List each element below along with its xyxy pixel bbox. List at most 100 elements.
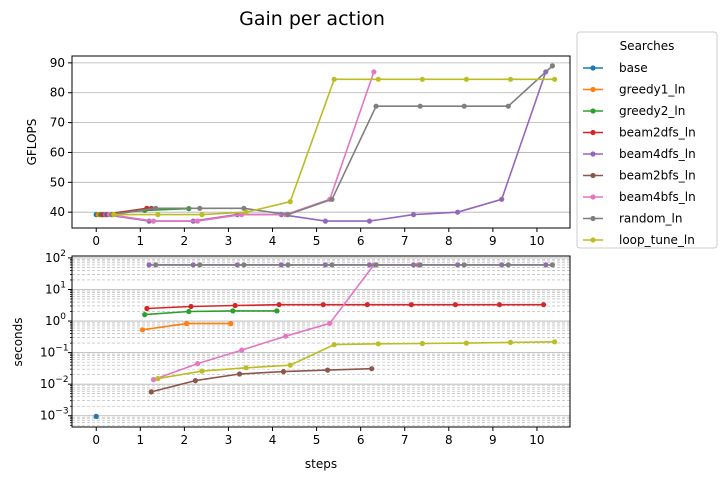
gflops-point-random-ln xyxy=(197,205,203,211)
gflops-point-loop-tune-ln xyxy=(419,76,425,82)
gflops-point-loop-tune-ln xyxy=(111,212,117,218)
gflops-point-loop-tune-ln xyxy=(463,76,469,82)
gflops-series xyxy=(93,63,558,224)
gflops-x-tick-label: 10 xyxy=(529,234,544,248)
legend-marker-beam4dfs-ln xyxy=(590,151,596,157)
gflops-panel: 0 1 2 3 4 5 6 7 8 9 10 40 50 60 70 80 90 GFLOPS xyxy=(25,55,571,248)
seconds-y-tick-label: 101 xyxy=(45,280,66,296)
gflops-point-random-ln xyxy=(505,103,511,109)
gflops-point-beam4dfs-ln xyxy=(366,218,373,224)
legend-label-beam2dfs-ln: beam2dfs_ln xyxy=(619,126,696,140)
seconds-point-beam4dfs-ln xyxy=(146,262,152,268)
gflops-point-loop-tune-ln xyxy=(243,209,249,215)
gflops-point-random-ln xyxy=(329,196,335,202)
figure-title: Gain per action xyxy=(239,8,385,30)
seconds-point-random-ln xyxy=(329,262,335,268)
seconds-point-random-ln xyxy=(285,262,291,268)
gflops-point-random-ln xyxy=(417,103,423,109)
gflops-point-random-ln xyxy=(373,103,379,109)
seconds-point-loop-tune-ln xyxy=(287,362,293,368)
gflops-point-random-ln xyxy=(549,63,556,69)
seconds-x-tick-label: 6 xyxy=(357,433,365,447)
seconds-x-tick-label: 4 xyxy=(269,433,277,447)
seconds-point-beam2dfs-ln xyxy=(320,302,326,308)
legend-marker-base xyxy=(590,65,596,71)
gflops-point-loop-tune-ln xyxy=(287,199,293,205)
gflops-y-tick-label: 70 xyxy=(50,116,65,130)
seconds-point-beam2bfs-ln xyxy=(148,389,154,395)
gflops-x-tick-label: 2 xyxy=(181,234,189,248)
legend: Searches base greedy1_ln greedy2_ln beam2df… xyxy=(576,31,718,249)
seconds-point-beam2dfs-ln xyxy=(276,302,282,308)
gflops-plot-frame xyxy=(71,55,571,229)
seconds-point-beam2dfs-ln xyxy=(496,302,503,308)
gflops-x-tick-label: 7 xyxy=(401,234,409,248)
seconds-grid xyxy=(72,257,570,426)
gflops-point-random-ln xyxy=(153,205,159,211)
gflops-x-tick-label: 9 xyxy=(489,234,497,248)
gflops-point-beam4bfs-ln xyxy=(150,218,157,224)
seconds-point-greedy2-ln xyxy=(142,312,148,318)
legend-marker-beam2dfs-ln xyxy=(590,129,596,136)
seconds-x-tick-label: 9 xyxy=(489,433,497,447)
seconds-point-beam2dfs-ln xyxy=(144,305,150,312)
seconds-point-loop-tune-ln xyxy=(507,339,514,345)
seconds-point-beam4bfs-ln xyxy=(327,320,333,326)
seconds-point-greedy1-ln xyxy=(228,321,234,327)
seconds-y-tick-label: 102 xyxy=(45,249,66,265)
legend-title: Searches xyxy=(620,39,675,53)
seconds-point-greedy2-ln xyxy=(230,308,236,314)
seconds-x-tick-label: 7 xyxy=(401,433,409,447)
seconds-point-loop-tune-ln xyxy=(419,340,425,347)
legend-marker-random-ln xyxy=(590,215,596,222)
seconds-series xyxy=(93,262,558,419)
legend-marker-beam2bfs-ln xyxy=(590,172,596,179)
seconds-point-beam2dfs-ln xyxy=(408,302,414,308)
gflops-x-tick-label: 6 xyxy=(357,234,365,248)
seconds-point-beam4bfs-ln xyxy=(283,333,289,339)
seconds-point-beam2dfs-ln xyxy=(364,302,370,308)
gflops-point-beam4dfs-ln xyxy=(322,218,328,224)
seconds-point-loop-tune-ln xyxy=(463,340,469,346)
seconds-panel: 0 1 2 3 4 5 6 7 8 9 10 10−3 10−2 10−1 100 101 102 secon… xyxy=(11,249,571,471)
legend-label-random-ln: random_ln xyxy=(619,212,682,226)
seconds-point-beam2bfs-ln xyxy=(325,367,331,373)
seconds-line-beam2bfs-ln xyxy=(151,367,372,393)
gflops-point-random-ln xyxy=(241,205,247,211)
seconds-point-greedy2-ln xyxy=(186,308,192,315)
seconds-point-random-ln xyxy=(461,262,467,268)
seconds-y-tick-label: 10−3 xyxy=(40,407,69,423)
seconds-point-beam2dfs-ln xyxy=(188,303,194,310)
gflops-x-tick-label: 0 xyxy=(92,234,100,248)
gflops-point-loop-tune-ln xyxy=(199,212,205,218)
seconds-point-random-ln xyxy=(549,262,556,268)
seconds-y-tick-label: 10−1 xyxy=(40,344,69,360)
legend-marker-greedy2-ln xyxy=(590,108,596,114)
seconds-line-greedy2-ln xyxy=(144,310,277,316)
seconds-point-random-ln xyxy=(373,262,379,268)
gflops-point-loop-tune-ln xyxy=(552,76,558,82)
gflops-line-beam4dfs-ln xyxy=(104,71,547,222)
seconds-y-tick-label: 10−2 xyxy=(40,375,69,391)
seconds-point-beam2bfs-ln xyxy=(369,366,375,372)
seconds-point-beam2bfs-ln xyxy=(192,378,198,384)
seconds-line-beam2dfs-ln xyxy=(146,303,544,310)
seconds-point-greedy1-ln xyxy=(139,327,146,333)
seconds-point-random-ln xyxy=(241,262,247,268)
gflops-y-axis-label: GFLOPS xyxy=(25,119,39,166)
gflops-point-loop-tune-ln xyxy=(507,76,514,82)
gflops-point-loop-tune-ln xyxy=(331,76,337,82)
steps-x-axis-label: steps xyxy=(305,457,337,471)
seconds-point-loop-tune-ln xyxy=(552,339,558,345)
gflops-point-beam4dfs-ln xyxy=(499,196,505,202)
legend-marker-beam4bfs-ln xyxy=(590,194,596,200)
legend-label-loop-tune-ln: loop_tune_ln xyxy=(619,233,695,247)
gflops-x-tick-label: 5 xyxy=(313,234,321,248)
gflops-point-beam4bfs-ln xyxy=(371,69,377,75)
seconds-plot-frame xyxy=(71,255,571,428)
seconds-point-base xyxy=(93,413,99,419)
legend-label-greedy2-ln: greedy2_ln xyxy=(619,104,685,118)
gflops-point-random-ln xyxy=(461,103,467,109)
gflops-y-ticks: 40 50 60 70 80 90 xyxy=(50,56,72,219)
